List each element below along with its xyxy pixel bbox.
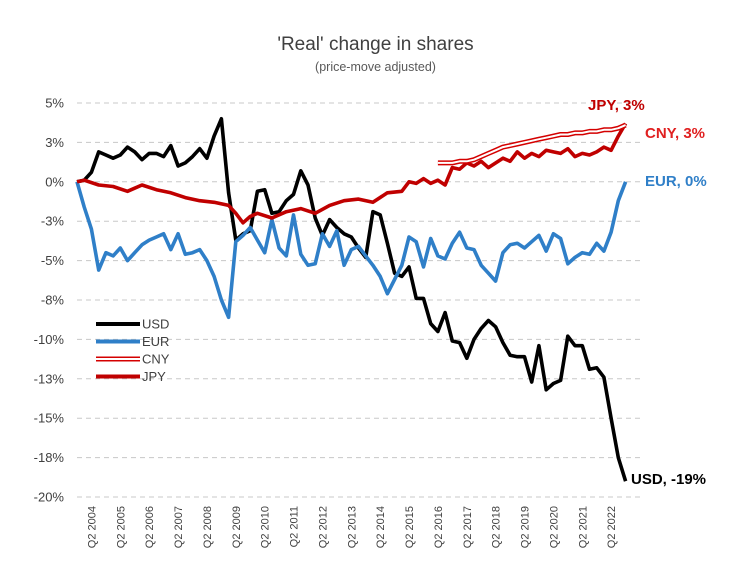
y-tick-label: -8% (41, 293, 65, 308)
x-tick-label: Q2 2022 (606, 506, 618, 548)
series-line-jpy (76, 122, 628, 225)
end-label-cny: CNY, 3% (645, 125, 705, 142)
x-tick-label: Q2 2016 (433, 506, 445, 548)
end-label-jpy: JPY, 3% (588, 97, 645, 114)
y-tick-label: -10% (34, 332, 65, 347)
x-tick-label: Q2 2005 (115, 506, 127, 548)
x-tick-label: Q2 2004 (86, 506, 98, 548)
y-tick-label: -3% (41, 214, 65, 229)
x-tick-label: Q2 2007 (173, 506, 185, 548)
end-label-usd: USD, -19% (631, 471, 706, 488)
x-tick-label: Q2 2011 (289, 506, 301, 547)
x-tick-label: Q2 2018 (491, 506, 503, 548)
chart-subtitle: (price-move adjusted) (315, 60, 436, 74)
series-line-usd (76, 117, 628, 482)
x-tick-label: Q2 2006 (144, 506, 156, 548)
x-tick-label: Q2 2010 (260, 506, 272, 548)
x-tick-label: Q2 2008 (202, 506, 214, 548)
series-line-cny-inner (437, 124, 626, 164)
y-tick-label: -18% (34, 450, 65, 465)
legend-label-eur: EUR (142, 334, 169, 349)
y-tick-label: 5% (45, 96, 64, 111)
legend-label-jpy: JPY (142, 369, 166, 384)
x-tick-label: Q2 2012 (317, 506, 329, 548)
x-tick-label: Q2 2021 (577, 506, 589, 548)
y-tick-label: -20% (34, 490, 65, 505)
x-tick-label: Q2 2013 (346, 506, 358, 548)
y-tick-label: -5% (41, 253, 65, 268)
legend-label-usd: USD (142, 317, 169, 332)
y-tick-label: 3% (45, 135, 64, 150)
x-tick-label: Q2 2019 (520, 506, 532, 548)
x-tick-label: Q2 2014 (375, 506, 387, 548)
y-tick-label: 0% (45, 174, 64, 189)
x-tick-label: Q2 2020 (548, 506, 560, 548)
x-tick-label: Q2 2017 (462, 506, 474, 548)
x-tick-label: Q2 2015 (404, 506, 416, 548)
series-line-eur (75, 181, 628, 320)
y-tick-label: -15% (34, 411, 65, 426)
y-tick-label: -13% (34, 371, 65, 386)
legend-label-cny: CNY (142, 352, 170, 367)
end-label-eur: EUR, 0% (645, 173, 707, 190)
x-tick-label: Q2 2009 (231, 506, 243, 548)
chart-title: 'Real' change in shares (277, 34, 474, 55)
